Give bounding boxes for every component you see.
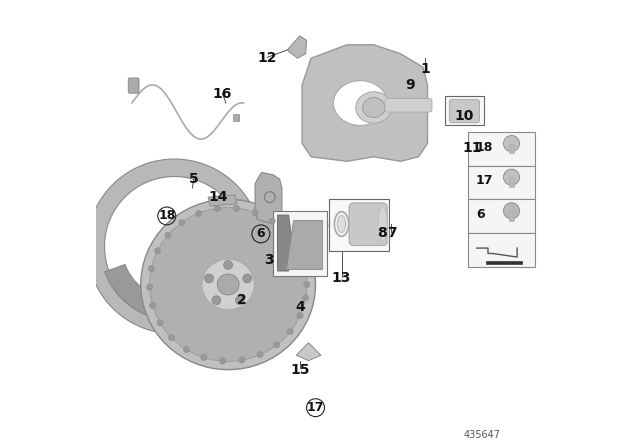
Text: 17: 17 [307, 401, 324, 414]
Polygon shape [302, 45, 428, 161]
Bar [468, 166, 535, 199]
Text: 2: 2 [237, 293, 246, 307]
Bar [509, 211, 514, 221]
FancyBboxPatch shape [449, 99, 479, 123]
Ellipse shape [217, 274, 239, 295]
Circle shape [257, 351, 263, 358]
Ellipse shape [141, 199, 316, 370]
Circle shape [205, 274, 214, 283]
Circle shape [148, 265, 154, 271]
Circle shape [150, 302, 156, 309]
Bar [273, 211, 327, 276]
Text: 16: 16 [212, 87, 232, 101]
Circle shape [154, 248, 161, 254]
Polygon shape [87, 159, 257, 334]
Circle shape [252, 209, 258, 215]
Text: 9: 9 [404, 78, 415, 92]
Text: 7: 7 [387, 226, 397, 240]
Text: 18: 18 [158, 209, 175, 223]
Polygon shape [255, 172, 282, 224]
Bar [468, 199, 535, 233]
Circle shape [287, 328, 293, 335]
Text: 18: 18 [476, 141, 493, 154]
Circle shape [239, 357, 245, 363]
Circle shape [220, 358, 226, 364]
Polygon shape [208, 195, 237, 206]
FancyBboxPatch shape [385, 99, 432, 112]
Ellipse shape [202, 259, 254, 310]
Bar [468, 233, 535, 267]
FancyBboxPatch shape [349, 203, 387, 246]
Text: 13: 13 [332, 271, 351, 285]
Bar [445, 96, 484, 125]
Ellipse shape [356, 92, 392, 123]
Ellipse shape [334, 212, 349, 237]
Circle shape [284, 230, 290, 237]
Text: 4: 4 [295, 300, 305, 314]
Circle shape [224, 260, 233, 269]
Bar [509, 143, 514, 153]
Circle shape [157, 320, 163, 326]
Polygon shape [104, 264, 231, 321]
Circle shape [214, 206, 220, 212]
Circle shape [147, 284, 153, 290]
Ellipse shape [333, 81, 387, 125]
Bar [468, 132, 535, 166]
Circle shape [212, 296, 221, 305]
Ellipse shape [378, 207, 387, 241]
Text: 6: 6 [476, 208, 484, 221]
Bar [329, 199, 390, 251]
Circle shape [164, 232, 171, 238]
Text: 17: 17 [476, 174, 493, 187]
Bar [509, 177, 514, 187]
Circle shape [294, 246, 301, 252]
Circle shape [303, 295, 308, 301]
Text: 6: 6 [257, 227, 265, 241]
Text: 8: 8 [377, 226, 387, 240]
Polygon shape [288, 36, 307, 58]
Text: 12: 12 [257, 51, 277, 65]
Bar [486, 261, 522, 264]
Circle shape [168, 335, 175, 341]
Text: 3: 3 [264, 253, 273, 267]
Circle shape [269, 218, 275, 224]
Circle shape [233, 205, 239, 211]
Circle shape [273, 342, 280, 348]
Circle shape [303, 281, 310, 288]
Text: 11: 11 [463, 141, 482, 155]
Circle shape [504, 135, 520, 152]
Circle shape [504, 203, 520, 219]
Polygon shape [278, 215, 292, 271]
Text: 1: 1 [420, 62, 430, 77]
Ellipse shape [150, 207, 307, 362]
Circle shape [183, 346, 189, 353]
Polygon shape [287, 220, 323, 269]
Circle shape [201, 354, 207, 361]
Text: 14: 14 [208, 190, 228, 204]
Circle shape [179, 220, 185, 226]
Polygon shape [296, 343, 321, 361]
Ellipse shape [362, 98, 385, 117]
Circle shape [301, 263, 308, 269]
Polygon shape [233, 114, 239, 121]
Text: 435647: 435647 [463, 430, 500, 439]
Circle shape [297, 313, 303, 319]
Text: 15: 15 [290, 362, 310, 377]
Text: 5: 5 [189, 172, 198, 186]
Circle shape [236, 296, 244, 305]
Circle shape [243, 274, 252, 283]
Circle shape [196, 210, 202, 216]
FancyBboxPatch shape [128, 78, 139, 93]
Circle shape [504, 169, 520, 185]
Text: 10: 10 [454, 109, 474, 124]
Ellipse shape [337, 215, 346, 233]
